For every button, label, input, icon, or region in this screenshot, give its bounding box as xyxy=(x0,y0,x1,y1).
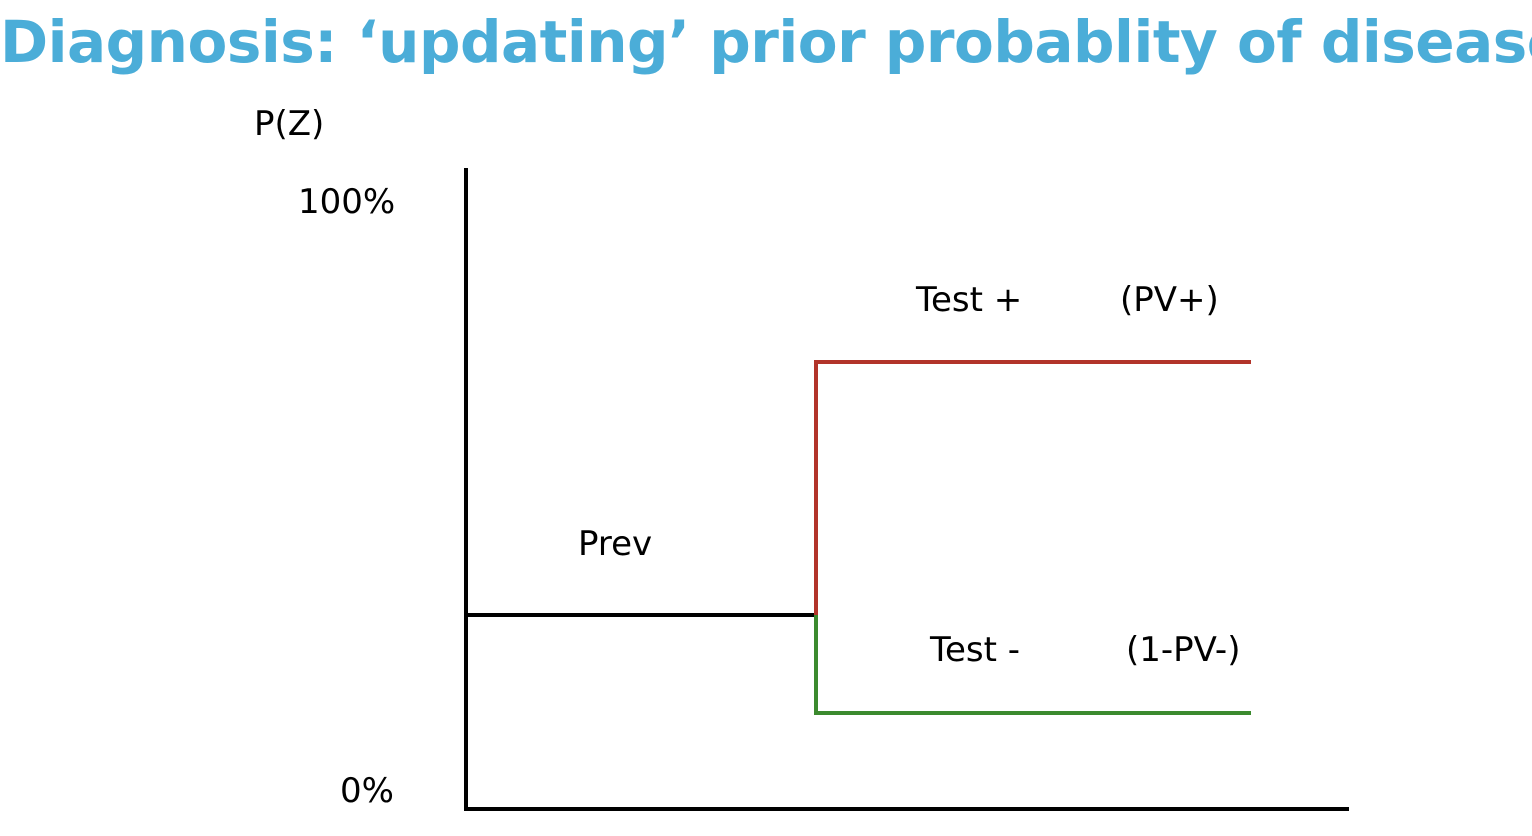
y-tick-0-percent: 0% xyxy=(340,771,394,811)
prior-label: Prev xyxy=(578,524,653,564)
y-tick-100-percent: 100% xyxy=(298,182,396,222)
test-negative-label: Test - xyxy=(930,630,1021,670)
page-title: Diagnosis: ‘updating’ prior probablity o… xyxy=(0,8,1532,76)
test-positive-value-label: (PV+) xyxy=(1120,280,1219,320)
y-axis-label: P(Z) xyxy=(254,104,325,144)
test-negative-value-label: (1-PV-) xyxy=(1126,630,1241,670)
test-positive-label: Test + xyxy=(916,280,1023,320)
